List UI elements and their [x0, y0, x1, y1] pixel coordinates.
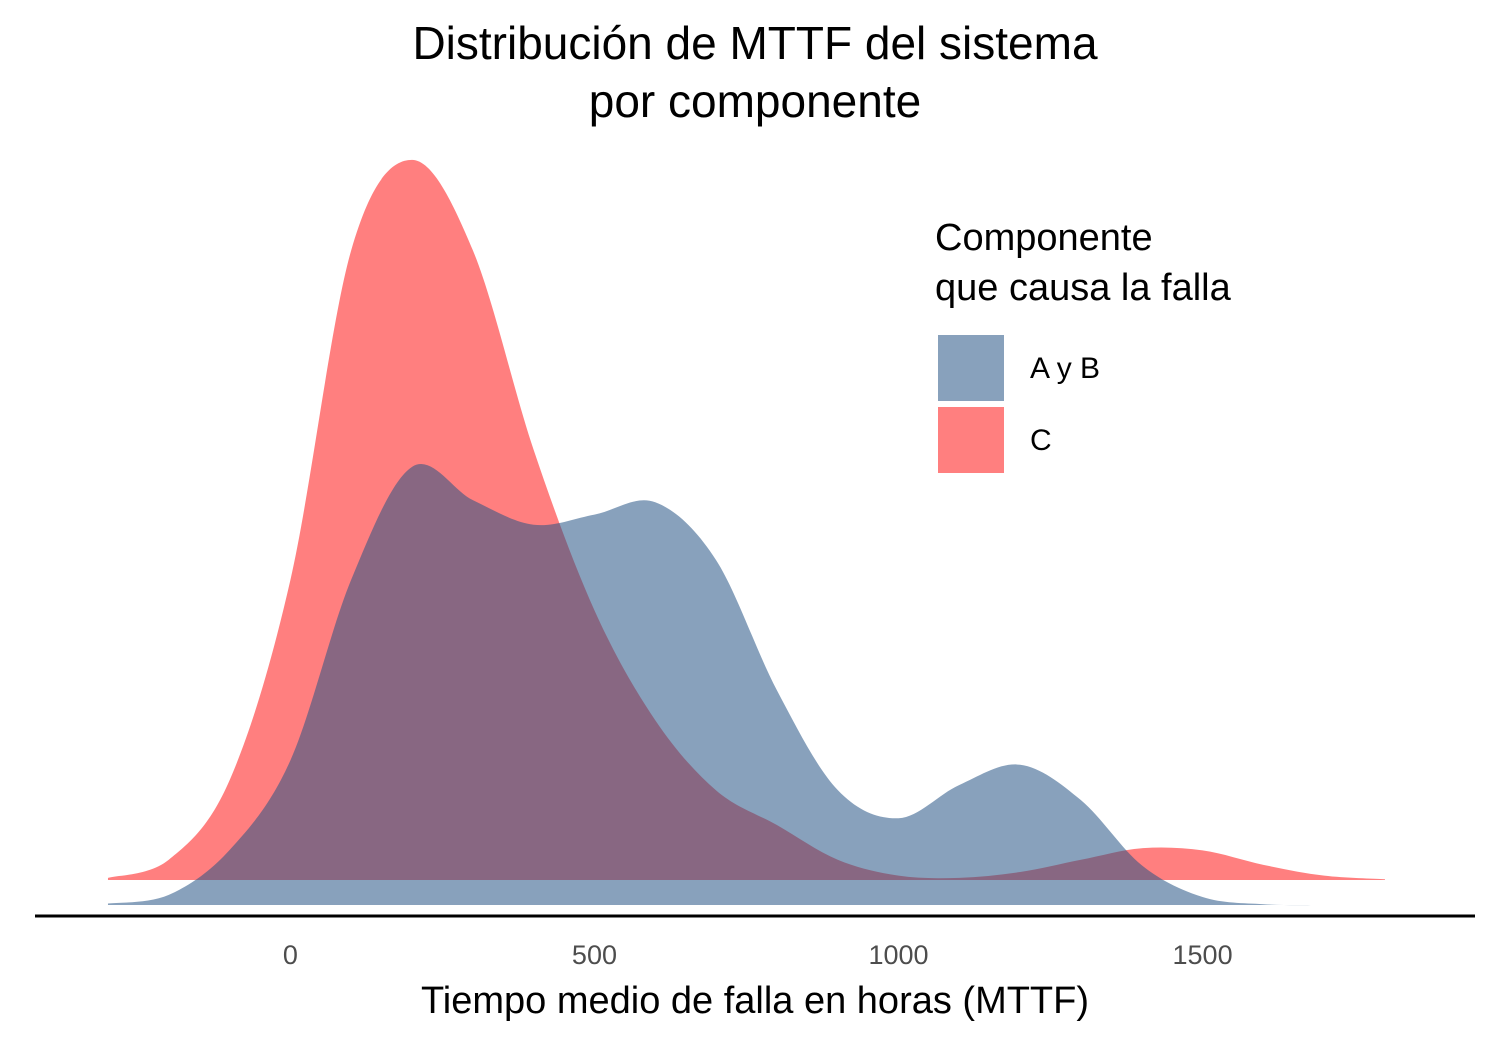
legend-title: Componente [935, 217, 1153, 259]
legend-key [938, 407, 1004, 473]
density-area [107, 464, 1325, 906]
legend-label: A y B [1030, 352, 1100, 385]
legend-key [938, 335, 1004, 401]
legend-title: que causa la falla [935, 267, 1232, 309]
x-tick-label: 500 [572, 940, 617, 970]
x-tick-label: 1000 [868, 940, 928, 970]
x-axis-title: Tiempo medio de falla en horas (MTTF) [421, 980, 1089, 1022]
chart-title: por componente [589, 75, 921, 127]
legend-label: C [1030, 424, 1052, 457]
x-tick-label: 1500 [1173, 940, 1233, 970]
x-tick-label: 0 [283, 940, 298, 970]
chart-title: Distribución de MTTF del sistema [412, 17, 1097, 69]
plot-area [107, 159, 1385, 906]
